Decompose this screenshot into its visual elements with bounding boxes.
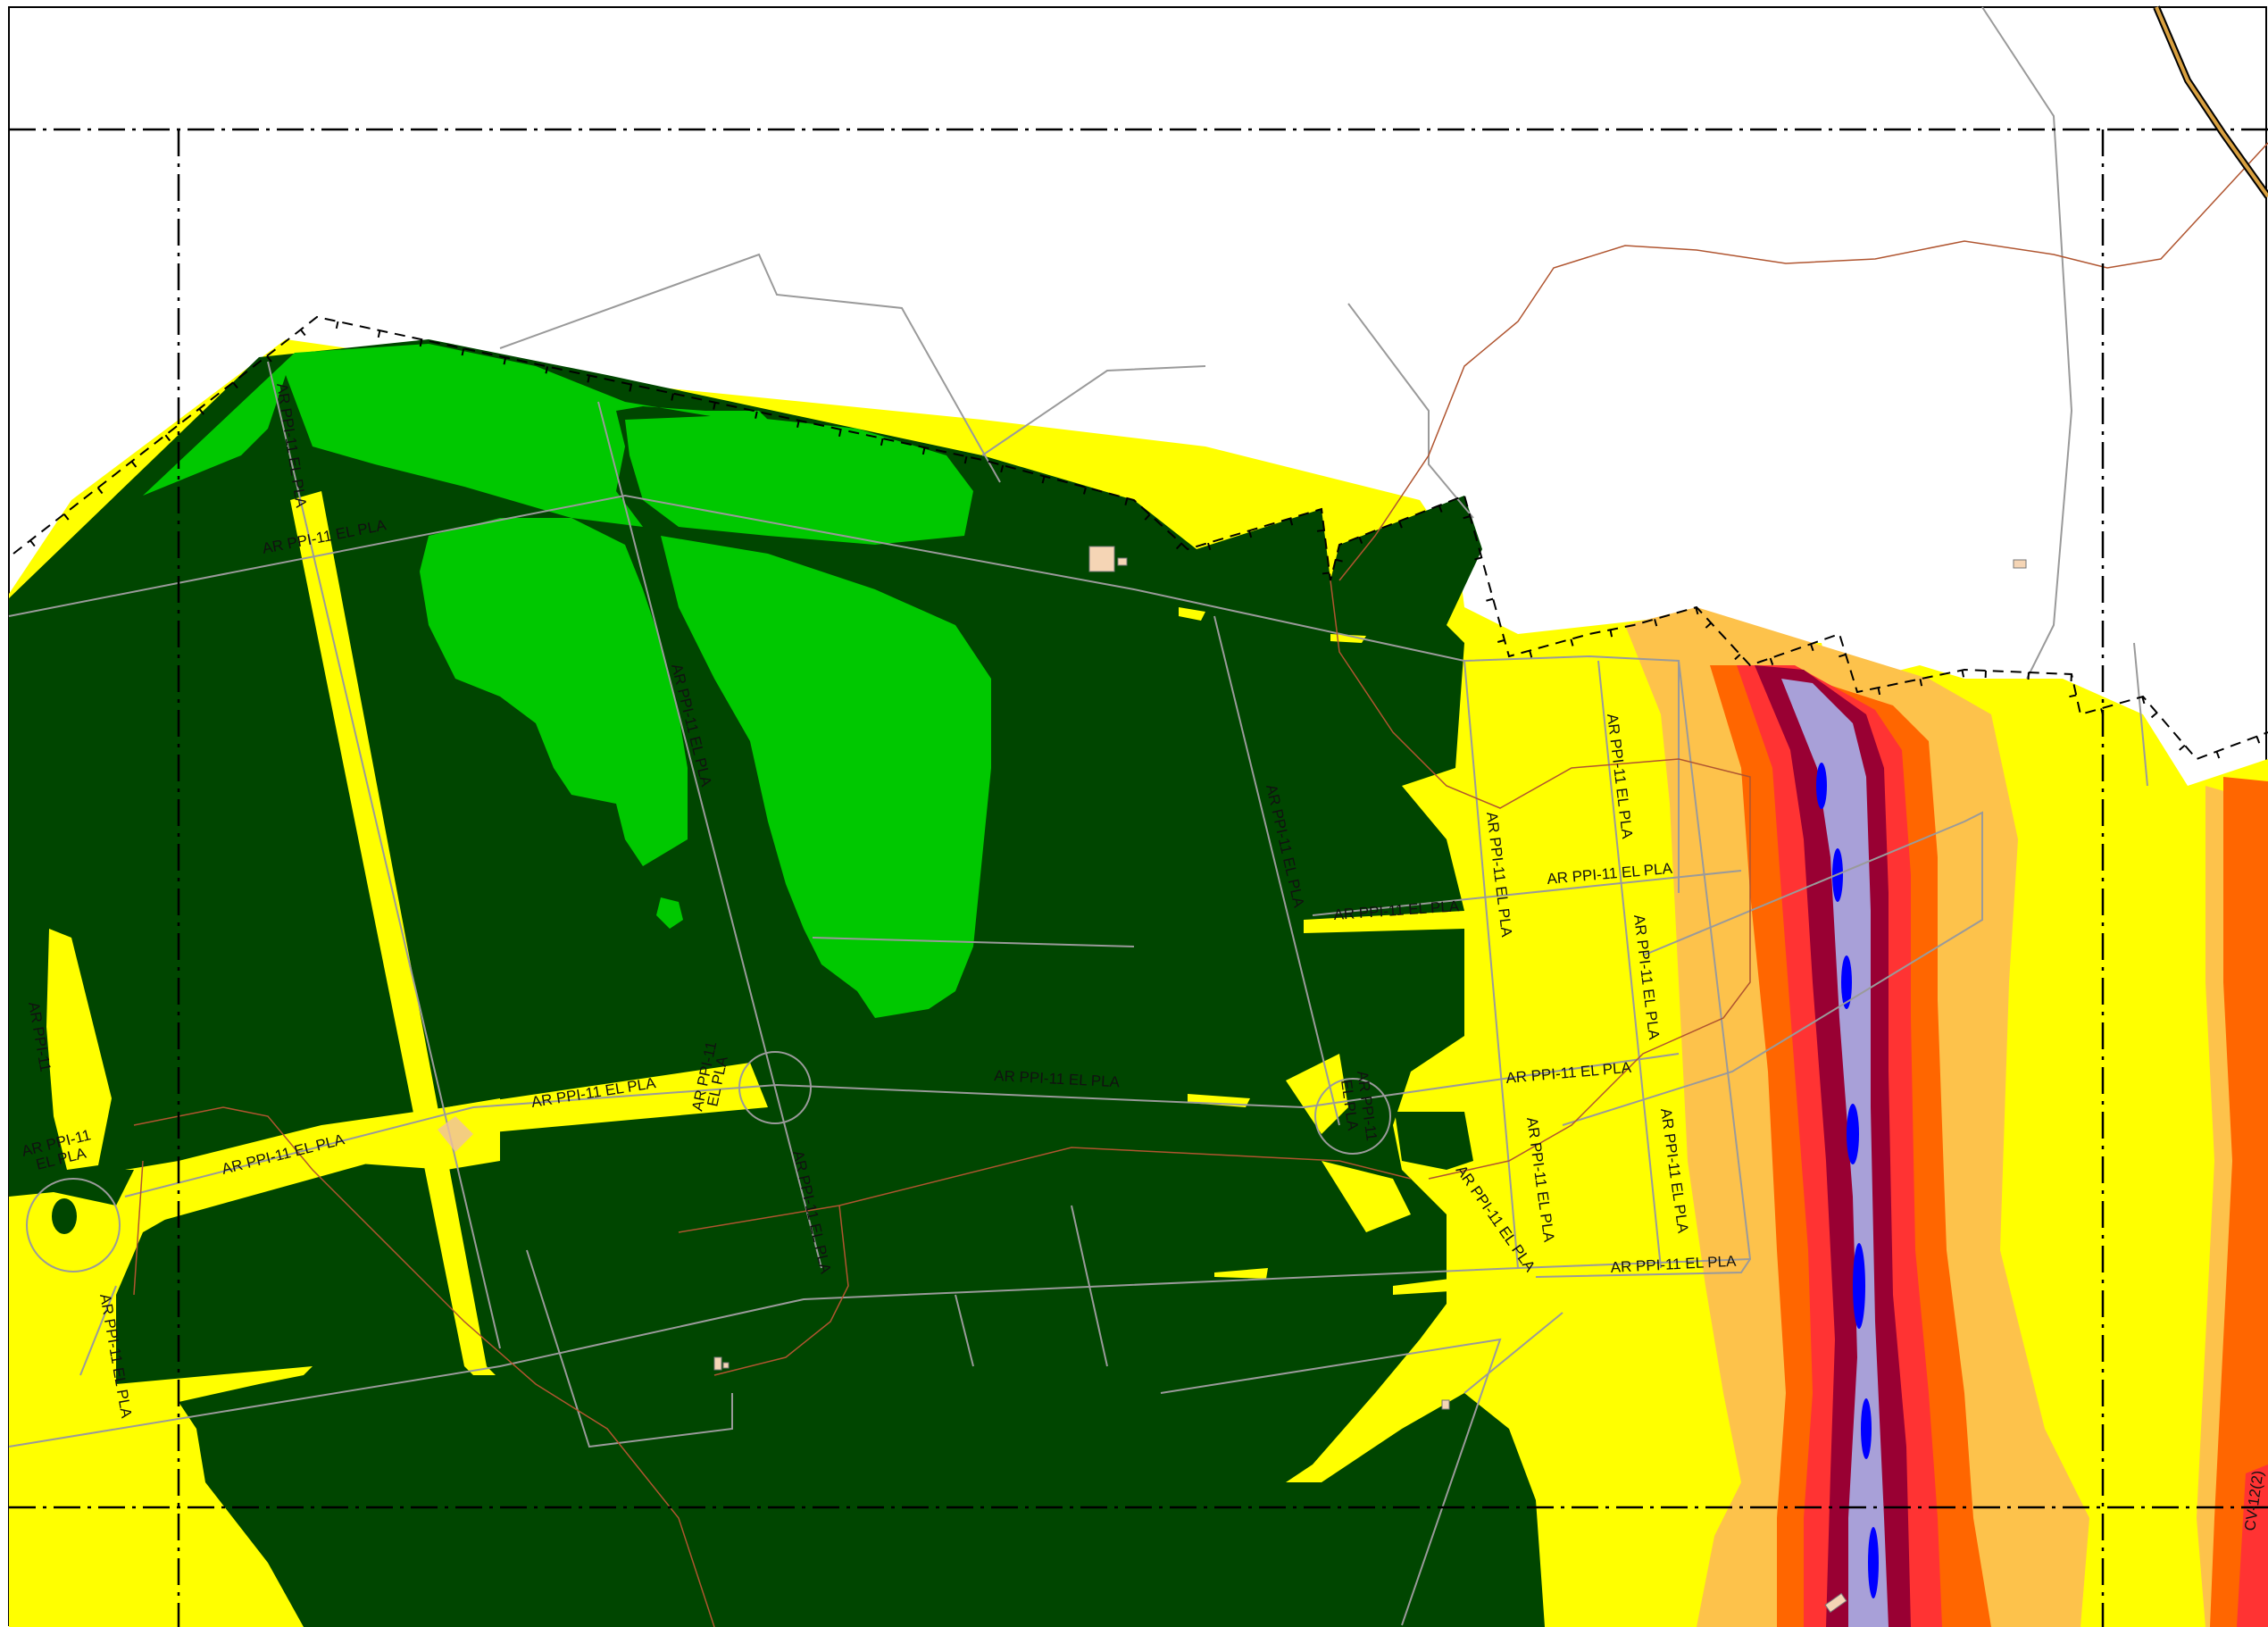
boundary-tick: [2255, 736, 2261, 744]
roundabout-icon[interactable]: [26, 1178, 121, 1272]
boundary-tick: [29, 539, 36, 547]
boundary-tick: [1529, 650, 1533, 658]
dark-forest-area: [9, 339, 1545, 1627]
boundary-tick: [1570, 638, 1574, 647]
boundary-tick: [1810, 643, 1814, 652]
boundary-tick: [1398, 521, 1403, 529]
boundary-tick: [232, 381, 238, 389]
boundary-tick: [629, 384, 632, 392]
sheet-grid: [9, 128, 2268, 1627]
dark-forest-island: [1395, 1112, 1473, 1170]
boundary-tick: [671, 393, 674, 401]
boundary-tick: [1839, 653, 1847, 658]
boundary-tick: [713, 402, 716, 410]
river-channel: [1781, 679, 1889, 1627]
boundary-tick: [2141, 696, 2146, 705]
boundary-tick: [164, 434, 171, 442]
boundary-tick: [2150, 712, 2158, 719]
boundary-tick: [503, 357, 507, 365]
water-mark: [1861, 1398, 1872, 1459]
boundary-tick: [2179, 744, 2186, 751]
boundary-tick: [1463, 515, 1471, 520]
boundary-tick: [419, 338, 423, 347]
water-mark: [1853, 1243, 1865, 1329]
dark-forest-island: [52, 1198, 77, 1234]
building-icon[interactable]: [1117, 557, 1128, 566]
boundary-tick: [1316, 529, 1325, 532]
boundary-tick: [1082, 487, 1087, 495]
building-icon[interactable]: [1824, 1592, 1847, 1614]
boundary-tick: [2215, 751, 2221, 759]
boundary-tick: [1919, 679, 1923, 687]
boundary-tick: [545, 366, 549, 374]
boundary-tick: [1288, 518, 1294, 526]
plan-boundary: [13, 315, 2268, 761]
boundary-tick: [1654, 619, 1658, 627]
boundary-tick: [880, 438, 884, 446]
boundary-tick: [1486, 597, 1494, 602]
boundary-tick: [96, 487, 104, 495]
boundary-tick: [963, 456, 968, 464]
boundary-tick: [1144, 513, 1151, 521]
light-green-patch: [656, 897, 683, 929]
boundary-tick: [1248, 530, 1253, 538]
boundary-tick: [1000, 464, 1005, 473]
boundary-tick: [1961, 670, 1965, 678]
boundary-tick: [198, 408, 204, 415]
boundary-tick: [1877, 687, 1881, 696]
east-red-band: [2237, 1464, 2268, 1627]
boundary-tick: [755, 411, 758, 419]
building-icon[interactable]: [713, 1356, 722, 1371]
boundary-tick: [1734, 654, 1741, 661]
boundary-tick: [796, 420, 800, 428]
road-junction: [438, 1116, 473, 1152]
water-mark: [1841, 955, 1852, 1009]
light-green-patch: [143, 344, 777, 527]
boundary-tick: [1474, 556, 1482, 561]
boundary-tick: [300, 329, 306, 337]
contour-lines: [133, 142, 2268, 1627]
boundary-tick: [838, 429, 842, 438]
water-mark: [1816, 763, 1827, 809]
boundary-tick: [921, 446, 926, 455]
building-icon[interactable]: [1441, 1399, 1450, 1410]
boundary-tick: [1124, 497, 1129, 505]
light-green-patch: [420, 518, 688, 866]
boundary-tick: [377, 330, 381, 338]
boundary-tick: [1695, 606, 1699, 615]
boundary-tick: [1497, 638, 1505, 643]
boundary-tick: [335, 321, 339, 330]
light-green-patch: [661, 536, 991, 1018]
boundary-tick: [1335, 558, 1343, 563]
yellow-road-corridors: [46, 491, 1464, 1375]
boundary-tick: [1207, 542, 1212, 551]
boundary-tick: [1041, 476, 1046, 484]
boundary-tick: [266, 355, 272, 363]
boundary-tick: [1358, 536, 1363, 545]
boundary-tick: [1438, 505, 1443, 513]
boundary-tick: [1769, 657, 1774, 665]
boundary-tick: [587, 375, 591, 383]
water-mark: [1868, 1527, 1879, 1598]
boundary-tick: [130, 461, 138, 468]
roundabout-icon[interactable]: [738, 1051, 812, 1124]
boundary-tick: [1705, 622, 1712, 629]
boundary-tick: [461, 348, 465, 356]
boundary-tick: [1322, 572, 1330, 575]
water-mark: [1847, 1104, 1859, 1164]
roundabout-icon[interactable]: [1314, 1078, 1391, 1155]
boundary-tick: [1175, 542, 1182, 550]
building-icon[interactable]: [722, 1362, 730, 1369]
river-water-marks: [1816, 763, 1879, 1598]
boundary-tick: [63, 513, 70, 521]
boundary-tick: [1609, 630, 1613, 638]
boundary-tick: [2069, 694, 2077, 698]
flood-band-orange-east: [2210, 777, 2268, 1627]
building-icon[interactable]: [1088, 546, 1115, 572]
highway-double-line-fill: [2155, 6, 2268, 198]
road-network: [8, 6, 2148, 1626]
building-icon[interactable]: [2013, 559, 2027, 569]
